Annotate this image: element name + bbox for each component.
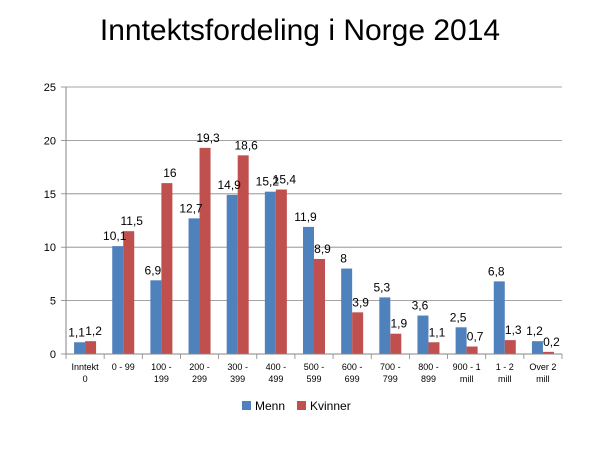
x-category-label: 599 <box>306 374 321 384</box>
data-label-menn: 6,9 <box>145 263 162 277</box>
x-category-label: 900 - 1 <box>453 362 481 372</box>
x-category-label: 800 - <box>418 362 439 372</box>
y-tick-label: 0 <box>50 349 56 361</box>
data-label-kvinner: 0,2 <box>543 335 560 349</box>
data-label-kvinner: 8,9 <box>314 242 331 256</box>
x-axis: Inntekt 0 0 - 99 100 - 199 200 - 299 300 - 399 40… <box>65 353 563 384</box>
data-label-kvinner: 16 <box>163 166 177 180</box>
legend-label-kvinner: Kvinner <box>310 399 351 413</box>
legend: Menn Kvinner <box>242 399 351 413</box>
bar-menn <box>74 342 86 354</box>
y-tick-label: 15 <box>44 189 56 201</box>
bar-kvinner <box>314 258 325 354</box>
y-tick-label: 20 <box>44 135 56 147</box>
data-label-kvinner: 11,5 <box>120 214 143 228</box>
x-category-label: 1 - 2 <box>496 362 514 372</box>
data-label-menn: 14,9 <box>218 178 242 192</box>
data-label-kvinner: 18,6 <box>235 138 259 152</box>
x-category-label: 0 <box>83 374 88 384</box>
x-category-label: 200 - <box>189 362 210 372</box>
bar-menn <box>264 191 276 354</box>
bars <box>74 147 554 354</box>
x-category-label: 0 - 99 <box>112 362 135 372</box>
data-label-menn: 3,6 <box>412 299 429 313</box>
x-category-label: 100 - <box>151 362 172 372</box>
x-category-label: 899 <box>421 374 436 384</box>
bar-menn <box>341 268 353 354</box>
bar-kvinner <box>428 342 440 354</box>
data-label-kvinner: 1,1 <box>429 325 446 339</box>
legend-swatch-kvinner <box>297 401 306 410</box>
data-label-kvinner: 3,9 <box>352 295 369 309</box>
bar-kvinner <box>542 351 554 354</box>
data-label-menn: 1,2 <box>526 324 543 338</box>
bar-menn <box>112 246 124 354</box>
x-category-label: 299 <box>192 374 207 384</box>
x-category-label: 699 <box>345 374 360 384</box>
bar-kvinner <box>161 183 173 354</box>
bar-kvinner <box>504 340 516 354</box>
data-label-menn: 1,1 <box>68 325 85 339</box>
bar-menn <box>226 194 238 354</box>
x-category-label: mill <box>498 374 512 384</box>
y-tick-label: 5 <box>50 296 56 308</box>
x-category-label: Over 2 <box>529 362 556 372</box>
x-category-label: 400 - <box>266 362 287 372</box>
data-label-kvinner: 1,2 <box>85 324 102 338</box>
data-label-menn: 5,3 <box>373 280 390 294</box>
bar-menn <box>493 281 505 354</box>
bar-menn <box>455 327 467 354</box>
x-category-label: Inntekt <box>72 362 100 372</box>
x-category-label: mill <box>460 374 474 384</box>
legend-label-menn: Menn <box>255 399 285 413</box>
data-labels: 1,1 10,1 6,9 12,7 14,9 15,2 11,9 8 5,3 3,6 2,5 6,8 1… <box>68 131 560 349</box>
x-category-label: 399 <box>230 374 245 384</box>
x-category-label: mill <box>536 374 550 384</box>
data-label-kvinner: 15,4 <box>273 173 297 187</box>
bar-menn <box>379 297 391 354</box>
bar-kvinner <box>390 333 402 354</box>
bar-kvinner <box>352 312 364 354</box>
x-category-label: 799 <box>383 374 398 384</box>
bar-menn <box>303 226 314 354</box>
bar-kvinner <box>275 189 287 354</box>
data-label-menn: 11,9 <box>294 210 317 224</box>
data-label-kvinner: 0,7 <box>467 330 484 344</box>
data-label-menn: 10,1 <box>103 229 127 243</box>
data-label-menn: 15,2 <box>256 175 280 189</box>
bar-menn <box>417 315 429 354</box>
legend-swatch-menn <box>242 401 251 410</box>
data-label-menn: 12,7 <box>179 201 203 215</box>
bar-kvinner <box>85 341 97 354</box>
bar-menn <box>531 341 543 354</box>
bar-kvinner <box>123 231 135 354</box>
x-category-label: 700 - <box>380 362 401 372</box>
data-label-menn: 2,5 <box>450 310 467 324</box>
x-category-label: 600 - <box>342 362 363 372</box>
x-category-label: 500 - <box>304 362 325 372</box>
bar-kvinner <box>237 155 249 354</box>
bar-menn <box>188 218 200 354</box>
data-label-menn: 8 <box>340 252 347 266</box>
y-tick-label: 10 <box>44 242 56 254</box>
data-label-kvinner: 19,3 <box>196 131 220 145</box>
x-category-label: 199 <box>154 374 169 384</box>
data-label-kvinner: 1,9 <box>390 317 407 331</box>
y-axis: 0 5 10 15 20 25 <box>44 82 67 361</box>
y-tick-label: 25 <box>44 82 56 94</box>
bar-menn <box>150 280 162 354</box>
x-category-label: 499 <box>268 374 283 384</box>
data-label-menn: 6,8 <box>488 264 505 278</box>
bar-kvinner <box>199 147 211 354</box>
bar-kvinner <box>466 346 478 354</box>
x-category-label: 300 - <box>227 362 248 372</box>
data-label-kvinner: 1,3 <box>505 323 522 337</box>
chart-title: Inntektsfordeling i Norge 2014 <box>99 14 501 47</box>
